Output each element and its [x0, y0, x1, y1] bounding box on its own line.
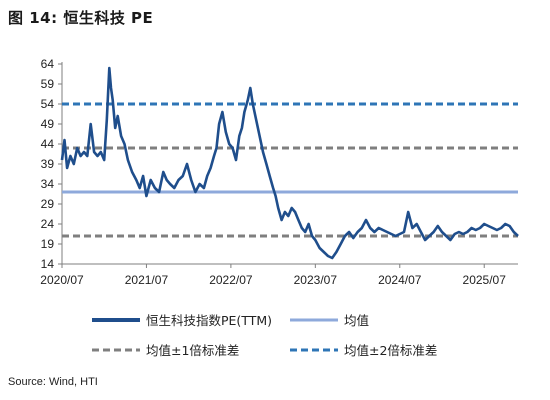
- chart-axes: 14 19 24 29 34 39 44 49 54 59 64 2020/07 2021/07 2022…: [40, 57, 518, 287]
- x-tick-label: 2025/07: [463, 273, 507, 287]
- y-tick-label: 64: [41, 57, 55, 71]
- y-tick-label: 29: [41, 197, 55, 211]
- y-tick-label: 14: [41, 257, 55, 271]
- y-tick-label: 44: [41, 137, 55, 151]
- reference-lines: [62, 102, 518, 238]
- series-layer: [60, 66, 519, 260]
- y-tick-label: 19: [41, 237, 55, 251]
- x-tick-label: 2022/07: [209, 273, 253, 287]
- legend-label: 均值±1倍标准差: [146, 343, 239, 358]
- x-tick-label: 2021/07: [125, 273, 169, 287]
- y-tick-label: 39: [41, 157, 55, 171]
- source-note: Source: Wind, HTI: [8, 376, 98, 388]
- pe-series-line: [60, 66, 519, 260]
- legend-label: 恒生科技指数PE(TTM): [146, 313, 272, 328]
- y-tick-label: 54: [41, 97, 55, 111]
- y-tick-label: 59: [41, 77, 55, 91]
- figure-title: 图 14: 恒生科技 PE: [8, 9, 154, 27]
- legend-label: 均值±2倍标准差: [344, 343, 437, 358]
- x-tick-label: 2024/07: [378, 273, 422, 287]
- y-tick-label: 49: [41, 117, 55, 131]
- y-tick-label: 24: [41, 217, 55, 231]
- x-tick-label: 2020/07: [40, 273, 84, 287]
- y-tick-label: 34: [41, 177, 55, 191]
- x-tick-label: 2023/07: [294, 273, 338, 287]
- legend-label: 均值: [344, 313, 369, 328]
